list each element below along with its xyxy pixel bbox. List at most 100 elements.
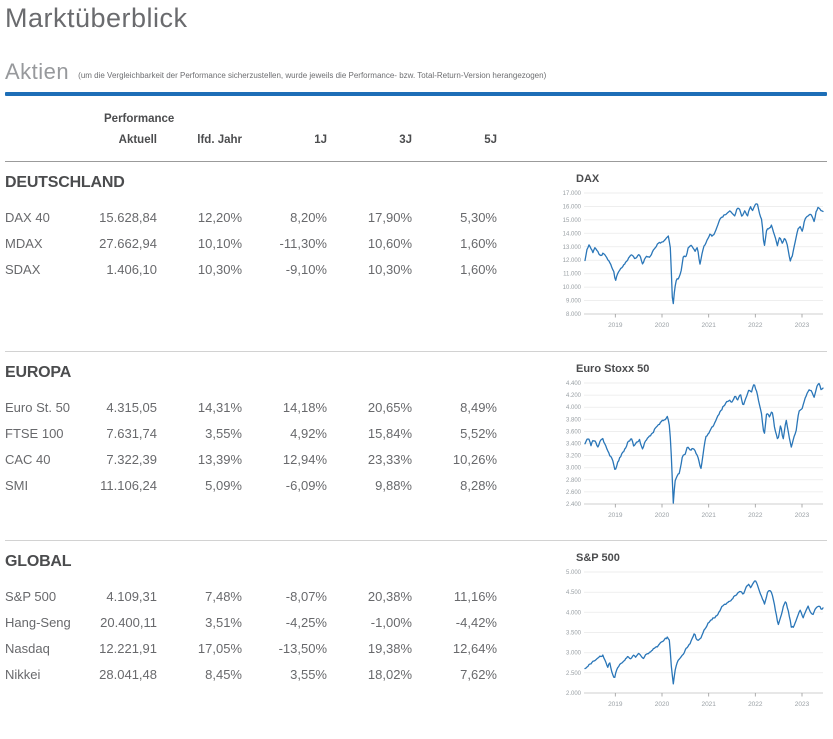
svg-text:12.000: 12.000 xyxy=(563,258,582,264)
row-value: -6,09% xyxy=(285,478,327,493)
table-row: Euro St. 50 4.315,05 14,31% 14,18% 20,65% 8,4… xyxy=(5,395,502,421)
table-row: SDAX 1.406,10 10,30% -9,10% 10,30% 1,60% xyxy=(5,257,502,283)
row-value: 3,55% xyxy=(205,426,242,441)
row-value: 12,94% xyxy=(282,452,327,467)
svg-text:2022: 2022 xyxy=(748,701,763,708)
svg-text:13.000: 13.000 xyxy=(563,245,582,251)
row-value: 8,49% xyxy=(460,400,497,415)
row-value: 1.406,10 xyxy=(106,262,157,277)
row-value: 4.109,31 xyxy=(106,589,157,604)
row-value: 7,48% xyxy=(205,589,242,604)
svg-text:2.400: 2.400 xyxy=(566,502,582,508)
row-value: 15,84% xyxy=(367,426,412,441)
row-value: 8,28% xyxy=(460,478,497,493)
row-value: 28.041,48 xyxy=(99,667,157,682)
row-label: DAX 40 xyxy=(5,210,50,225)
row-value: 5,52% xyxy=(460,426,497,441)
chart-title: DAX xyxy=(576,173,600,185)
svg-text:2022: 2022 xyxy=(748,322,763,329)
subsection-title: Aktien xyxy=(5,59,70,84)
section-table: EUROPA Euro St. 50 4.315,05 14,31% 14,18% 20… xyxy=(5,352,540,540)
section-rows: DAX 40 15.628,84 12,20% 8,20% 17,90% 5,30% MDA… xyxy=(5,205,540,283)
svg-text:4.200: 4.200 xyxy=(566,393,582,399)
page-title: Marktüberblick xyxy=(5,3,188,33)
row-value: 8,45% xyxy=(205,667,242,682)
column-header-row: Aktuell lfd. Jahr 1J 3J 5J xyxy=(5,134,502,146)
svg-text:2.600: 2.600 xyxy=(566,490,582,496)
row-label: S&P 500 xyxy=(5,589,57,604)
svg-text:2019: 2019 xyxy=(608,701,623,708)
row-value: 12,64% xyxy=(452,641,497,656)
row-value: 5,09% xyxy=(205,478,242,493)
section-subheader: Aktien (um die Vergleichbarkeit der Perf… xyxy=(5,59,833,85)
chart-sp500: S&P 500 2.000 2.500 3.000 3.500 4.000 4.500 5.… xyxy=(557,541,833,739)
section-rows: S&P 500 4.109,31 7,48% -8,07% 20,38% 11,16% Ha… xyxy=(5,584,540,688)
svg-text:2023: 2023 xyxy=(795,701,810,708)
section-europa: EUROPA Euro St. 50 4.315,05 14,31% 14,18% 20… xyxy=(5,352,833,540)
row-label: CAC 40 xyxy=(5,452,51,467)
table-row: Hang-Seng 20.400,11 3,51% -4,25% -1,00% -4,42… xyxy=(5,610,502,636)
svg-text:2.000: 2.000 xyxy=(566,691,582,697)
row-value: -13,50% xyxy=(278,641,327,656)
row-label: Nasdaq xyxy=(5,641,50,656)
svg-text:2023: 2023 xyxy=(795,322,810,329)
table-row: MDAX 27.662,94 10,10% -11,30% 10,60% 1,60% xyxy=(5,231,502,257)
svg-text:2021: 2021 xyxy=(701,701,716,708)
row-value: 5,30% xyxy=(460,210,497,225)
row-value: -8,07% xyxy=(285,589,327,604)
svg-text:5.000: 5.000 xyxy=(566,570,582,576)
section-heading: GLOBAL xyxy=(5,553,72,570)
svg-text:4.500: 4.500 xyxy=(566,590,582,596)
column-header-label xyxy=(5,134,95,146)
row-value: 13,39% xyxy=(197,452,242,467)
section-table: DEUTSCHLAND DAX 40 15.628,84 12,20% 8,20% 17… xyxy=(5,162,540,351)
accent-rule xyxy=(5,92,827,96)
svg-text:4.000: 4.000 xyxy=(566,405,582,411)
row-value: 1,60% xyxy=(460,236,497,251)
euro-stoxx-chart-svg: 2.400 2.600 2.800 3.000 3.200 3.400 3.600 3.800… xyxy=(566,381,824,519)
svg-text:3.600: 3.600 xyxy=(566,429,582,435)
column-header-aktuell: Aktuell xyxy=(118,134,157,146)
row-value: 20,38% xyxy=(367,589,412,604)
row-value: 4,92% xyxy=(290,426,327,441)
row-value: 7.322,39 xyxy=(106,452,157,467)
svg-text:3.400: 3.400 xyxy=(566,442,582,448)
svg-text:3.500: 3.500 xyxy=(566,631,582,637)
row-value: 12.221,91 xyxy=(99,641,157,656)
row-value: -11,30% xyxy=(279,236,327,251)
performance-group-header: Performance xyxy=(104,113,175,125)
section-heading: DEUTSCHLAND xyxy=(5,174,125,191)
svg-text:2.800: 2.800 xyxy=(566,478,582,484)
row-value: 7,62% xyxy=(460,667,497,682)
row-label: Euro St. 50 xyxy=(5,400,71,415)
svg-text:2023: 2023 xyxy=(795,512,810,519)
row-value: 27.662,94 xyxy=(99,236,157,251)
row-value: 3,55% xyxy=(290,667,327,682)
row-value: 3,51% xyxy=(205,615,242,630)
row-value: 14,18% xyxy=(282,400,327,415)
table-row: CAC 40 7.322,39 13,39% 12,94% 23,33% 10,26% xyxy=(5,447,502,473)
section-separator xyxy=(5,540,827,541)
row-value: 19,38% xyxy=(367,641,412,656)
svg-text:2022: 2022 xyxy=(748,512,763,519)
row-value: 1,60% xyxy=(460,262,497,277)
section-table: GLOBAL S&P 500 4.109,31 7,48% -8,07% 20,38% 1… xyxy=(5,541,540,739)
svg-text:3.000: 3.000 xyxy=(566,651,582,657)
svg-text:9.000: 9.000 xyxy=(566,299,582,305)
column-header-1j: 1J xyxy=(314,134,327,146)
column-header-lfd-jahr: lfd. Jahr xyxy=(197,134,242,146)
svg-text:2020: 2020 xyxy=(655,322,670,329)
row-value: 23,33% xyxy=(367,452,412,467)
svg-text:15.000: 15.000 xyxy=(563,218,582,224)
table-row: S&P 500 4.109,31 7,48% -8,07% 20,38% 11,16% xyxy=(5,584,502,610)
table-row: Nikkei 28.041,48 8,45% 3,55% 18,02% 7,62% xyxy=(5,662,502,688)
svg-text:2019: 2019 xyxy=(608,322,623,329)
row-value: 15.628,84 xyxy=(99,210,157,225)
svg-text:10.000: 10.000 xyxy=(563,285,582,291)
svg-text:3.000: 3.000 xyxy=(566,466,582,472)
row-value: 8,20% xyxy=(290,210,327,225)
table-row: SMI 11.106,24 5,09% -6,09% 9,88% 8,28% xyxy=(5,473,502,499)
row-value: 9,88% xyxy=(375,478,412,493)
row-value: 20.400,11 xyxy=(100,615,157,630)
